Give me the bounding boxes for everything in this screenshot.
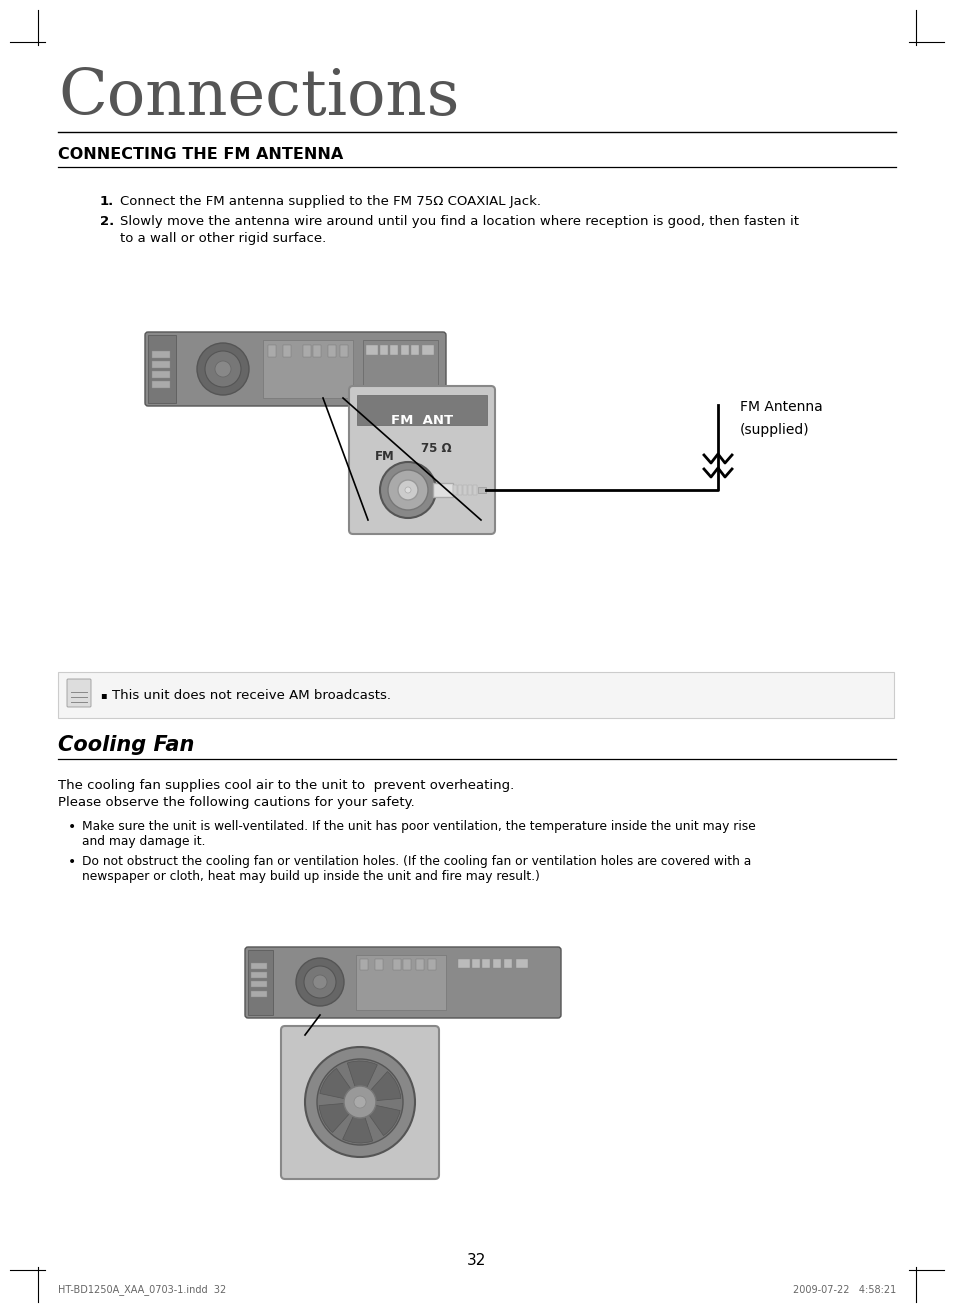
Bar — [152, 352, 170, 358]
Text: 2.: 2. — [100, 215, 114, 228]
Text: Cooling Fan: Cooling Fan — [58, 735, 194, 754]
Text: (supplied): (supplied) — [740, 422, 809, 437]
Bar — [516, 959, 527, 968]
Bar — [473, 485, 476, 495]
Bar — [453, 485, 456, 495]
Wedge shape — [319, 1068, 359, 1102]
Bar — [303, 345, 311, 357]
Text: The cooling fan supplies cool air to the unit to  prevent overheating.: The cooling fan supplies cool air to the… — [58, 779, 514, 792]
Text: •: • — [68, 820, 76, 834]
Bar — [472, 959, 479, 968]
Bar — [268, 345, 275, 357]
Bar — [363, 340, 437, 398]
Bar — [457, 485, 461, 495]
Text: 2009-07-22   4:58:21: 2009-07-22 4:58:21 — [792, 1284, 895, 1295]
Text: newspaper or cloth, heat may build up inside the unit and fire may result.): newspaper or cloth, heat may build up in… — [82, 870, 539, 883]
Circle shape — [295, 958, 344, 1006]
Wedge shape — [359, 1072, 400, 1102]
Bar — [416, 959, 423, 970]
Bar — [390, 345, 397, 356]
Bar — [355, 955, 446, 1010]
Text: CONNECTING THE FM ANTENNA: CONNECTING THE FM ANTENNA — [58, 147, 343, 161]
Bar — [411, 345, 418, 356]
Circle shape — [405, 487, 411, 493]
Bar — [481, 959, 490, 968]
Wedge shape — [342, 1102, 373, 1143]
Bar — [313, 345, 320, 357]
Bar — [251, 972, 267, 977]
Bar — [152, 380, 170, 388]
Bar — [356, 395, 486, 425]
Circle shape — [196, 342, 249, 395]
Circle shape — [379, 462, 436, 518]
Text: FM: FM — [375, 450, 395, 463]
Text: ▪: ▪ — [100, 690, 107, 701]
Bar — [400, 345, 409, 356]
Bar — [58, 672, 893, 718]
Bar — [359, 959, 368, 970]
FancyBboxPatch shape — [145, 332, 446, 405]
Bar — [421, 345, 434, 356]
Bar — [375, 959, 382, 970]
FancyBboxPatch shape — [281, 1026, 438, 1179]
Bar — [251, 963, 267, 970]
Text: 75 Ω: 75 Ω — [420, 442, 451, 455]
Circle shape — [205, 352, 241, 387]
Circle shape — [214, 361, 231, 377]
Bar — [503, 959, 512, 968]
Bar — [328, 345, 335, 357]
Text: to a wall or other rigid surface.: to a wall or other rigid surface. — [120, 232, 326, 245]
Bar — [477, 487, 485, 493]
Bar — [428, 959, 436, 970]
FancyBboxPatch shape — [67, 680, 91, 707]
Circle shape — [388, 470, 428, 510]
Bar — [248, 950, 273, 1015]
Circle shape — [305, 1047, 415, 1157]
Circle shape — [397, 480, 417, 500]
Wedge shape — [359, 1102, 399, 1136]
Text: Do not obstruct the cooling fan or ventilation holes. (If the cooling fan or ven: Do not obstruct the cooling fan or venti… — [82, 855, 750, 869]
Text: Please observe the following cautions for your safety.: Please observe the following cautions fo… — [58, 796, 415, 810]
Wedge shape — [319, 1102, 359, 1132]
Circle shape — [304, 966, 335, 998]
FancyBboxPatch shape — [349, 386, 495, 534]
FancyBboxPatch shape — [245, 947, 560, 1018]
Circle shape — [344, 1086, 375, 1118]
Bar — [379, 345, 388, 356]
Bar — [152, 371, 170, 378]
Bar — [462, 485, 467, 495]
Circle shape — [313, 975, 327, 989]
Bar — [152, 361, 170, 367]
Bar — [263, 340, 353, 398]
Bar — [402, 959, 411, 970]
Bar — [339, 345, 348, 357]
Text: Connect the FM antenna supplied to the FM 75Ω COAXIAL Jack.: Connect the FM antenna supplied to the F… — [120, 195, 540, 209]
Text: 1.: 1. — [100, 195, 114, 209]
Wedge shape — [347, 1061, 377, 1102]
Text: Connections: Connections — [58, 67, 459, 129]
Text: FM Antenna: FM Antenna — [740, 400, 821, 415]
Bar — [393, 959, 400, 970]
Circle shape — [316, 1059, 402, 1145]
Bar — [251, 981, 267, 987]
Text: Make sure the unit is well-ventilated. If the unit has poor ventilation, the tem: Make sure the unit is well-ventilated. I… — [82, 820, 755, 833]
Bar — [148, 335, 175, 403]
Circle shape — [354, 1096, 366, 1109]
Bar — [468, 485, 472, 495]
Bar — [366, 345, 377, 356]
Text: 32: 32 — [467, 1253, 486, 1267]
Bar — [251, 991, 267, 997]
Text: •: • — [68, 855, 76, 869]
Text: and may damage it.: and may damage it. — [82, 834, 205, 848]
Bar — [493, 959, 500, 968]
Text: This unit does not receive AM broadcasts.: This unit does not receive AM broadcasts… — [112, 689, 391, 702]
Text: HT-BD1250A_XAA_0703-1.indd  32: HT-BD1250A_XAA_0703-1.indd 32 — [58, 1284, 226, 1295]
Bar — [433, 483, 453, 497]
Text: FM  ANT: FM ANT — [391, 415, 453, 426]
Text: Slowly move the antenna wire around until you find a location where reception is: Slowly move the antenna wire around unti… — [120, 215, 799, 228]
Bar — [283, 345, 291, 357]
Bar — [457, 959, 470, 968]
